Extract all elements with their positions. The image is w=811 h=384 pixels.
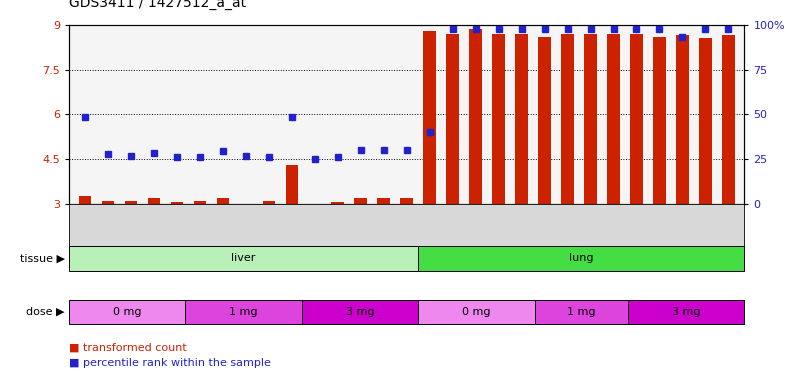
Text: ■ percentile rank within the sample: ■ percentile rank within the sample — [69, 358, 271, 368]
Bar — [125, 200, 137, 204]
Text: 3 mg: 3 mg — [672, 307, 701, 317]
Bar — [653, 37, 666, 204]
Text: 0 mg: 0 mg — [462, 307, 491, 317]
Bar — [722, 35, 735, 204]
Bar — [584, 34, 597, 204]
Text: 1 mg: 1 mg — [567, 307, 596, 317]
Bar — [539, 37, 551, 204]
Text: 0 mg: 0 mg — [113, 307, 141, 317]
Bar — [418, 300, 534, 324]
Text: tissue ▶: tissue ▶ — [20, 253, 65, 263]
Bar — [676, 35, 689, 204]
Bar — [561, 34, 574, 204]
Bar — [401, 198, 413, 204]
Bar — [217, 198, 230, 204]
Bar — [186, 300, 302, 324]
Bar — [148, 198, 161, 204]
Bar — [354, 198, 367, 204]
Bar — [628, 300, 744, 324]
Bar — [101, 200, 114, 204]
Bar — [377, 198, 390, 204]
Bar — [699, 38, 712, 204]
Text: liver: liver — [231, 253, 255, 263]
Bar — [418, 246, 744, 271]
Text: 3 mg: 3 mg — [345, 307, 375, 317]
Bar — [285, 165, 298, 204]
Bar — [79, 196, 92, 204]
Bar — [170, 202, 183, 204]
Bar — [302, 300, 418, 324]
Text: lung: lung — [569, 253, 594, 263]
Bar — [446, 34, 459, 204]
Bar — [492, 34, 505, 204]
Bar — [332, 202, 344, 204]
Bar — [69, 300, 186, 324]
Text: ■ transformed count: ■ transformed count — [69, 343, 187, 353]
Bar — [69, 246, 418, 271]
Bar — [630, 34, 643, 204]
Bar — [194, 200, 206, 204]
Bar — [515, 34, 528, 204]
Bar — [607, 34, 620, 204]
Bar — [470, 30, 482, 204]
Text: GDS3411 / 1427512_a_at: GDS3411 / 1427512_a_at — [69, 0, 246, 10]
Bar — [263, 200, 275, 204]
Text: 1 mg: 1 mg — [230, 307, 258, 317]
Text: dose ▶: dose ▶ — [27, 307, 65, 317]
Bar — [423, 31, 436, 204]
Bar — [534, 300, 628, 324]
